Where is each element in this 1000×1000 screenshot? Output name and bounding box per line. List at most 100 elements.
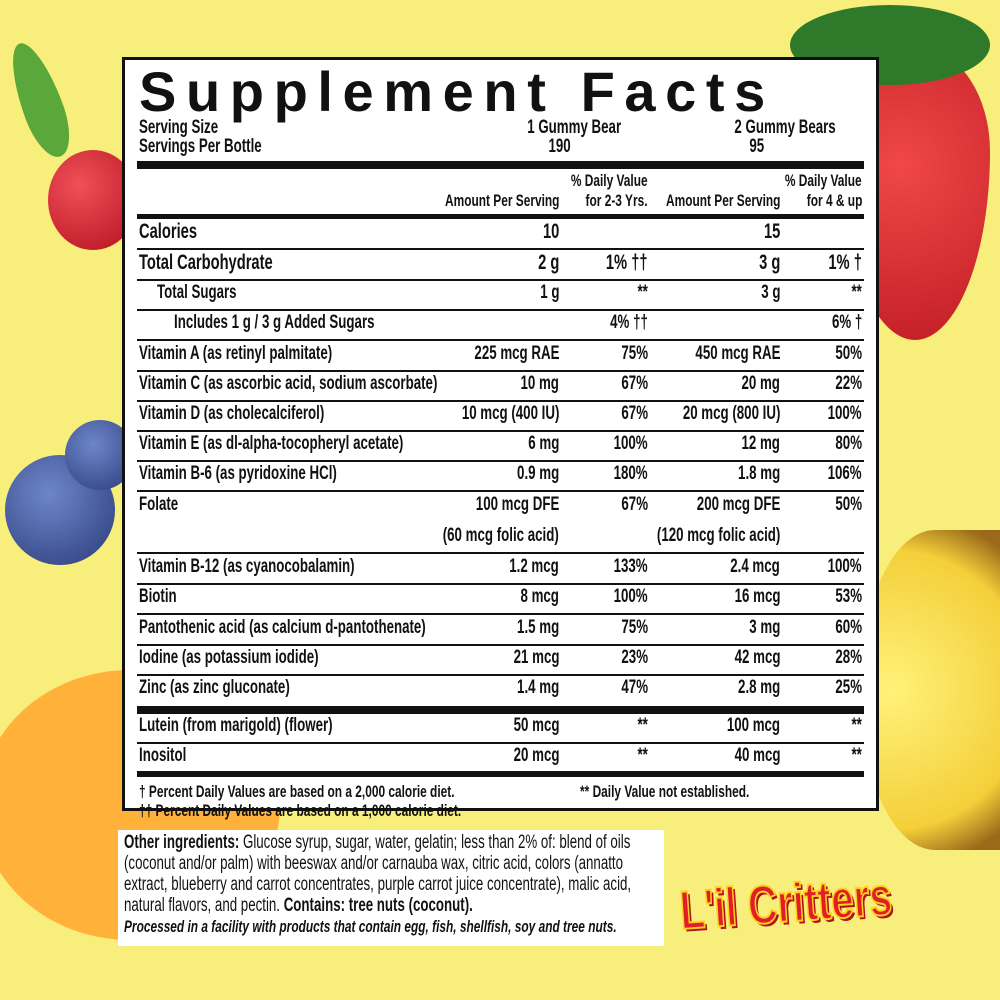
- amount-2: 16 mcg: [734, 586, 780, 607]
- nutrient-name: Vitamin D (as cholecalciferol): [139, 403, 325, 424]
- amount-2: 20 mg: [741, 373, 780, 394]
- daily-value-2: 50%: [835, 343, 862, 364]
- nutrient-name: Vitamin B-12 (as cyanocobalamin): [139, 556, 355, 577]
- amount-2: 2.4 mcg: [730, 556, 780, 577]
- row-divider: [137, 613, 864, 615]
- daily-value-1: 75%: [621, 617, 648, 638]
- amount-2-sub: (120 mcg folic acid): [656, 525, 780, 546]
- amount-1: 1.5 mg: [516, 617, 559, 638]
- footnote-2000: † Percent Daily Values are based on a 2,…: [139, 782, 455, 801]
- row-divider: [137, 339, 864, 341]
- daily-value-1: 23%: [621, 647, 648, 668]
- nutrient-name: Includes 1 g / 3 g Added Sugars: [174, 312, 375, 333]
- daily-value-2: 6% †: [831, 312, 862, 333]
- daily-value-2: 53%: [835, 586, 862, 607]
- amount-header-1: Amount Per Serving: [444, 191, 559, 210]
- serving-size-label: Serving Size: [139, 117, 219, 138]
- amount-2: 2.8 mg: [737, 677, 780, 698]
- row-divider: [137, 430, 864, 432]
- nutrient-name: Folate: [139, 494, 179, 515]
- amount-1: 10 mg: [520, 373, 559, 394]
- nutrient-name: Vitamin E (as dl-alpha-tocopheryl acetat…: [139, 433, 404, 454]
- row-divider: [137, 248, 864, 250]
- lil-critters-logo: L'il Critters: [677, 865, 895, 941]
- daily-value-1: 180%: [613, 463, 648, 484]
- amount-1: 8 mcg: [520, 586, 559, 607]
- facility-statement: Processed in a facility with products th…: [124, 917, 617, 936]
- amount-1: 10: [542, 220, 559, 243]
- amount-1: 2 g: [537, 251, 559, 274]
- amount-1: 0.9 mg: [516, 463, 559, 484]
- daily-value-1: 47%: [621, 677, 648, 698]
- amount-1: 100 mcg DFE: [475, 494, 559, 515]
- row-divider: [137, 370, 864, 372]
- title: Supplement Facts: [139, 60, 775, 123]
- footnote-dv-not-established: ** Daily Value not established.: [580, 782, 750, 801]
- daily-value-2: 25%: [835, 677, 862, 698]
- pineapple-image: [860, 530, 1000, 850]
- amount-2: 12 mg: [741, 433, 780, 454]
- nutrient-name: Pantothenic acid (as calcium d-pantothen…: [139, 617, 426, 638]
- footnote-1000: †† Percent Daily Values are based on a 1…: [139, 801, 462, 820]
- servings-per-bottle-1: 190: [548, 136, 571, 157]
- amount-1: 10 mcg (400 IU): [461, 403, 559, 424]
- nutrient-name: Total Carbohydrate: [139, 251, 273, 274]
- daily-value-2: **: [851, 745, 862, 766]
- nutrient-name: Vitamin B-6 (as pyridoxine HCl): [139, 463, 337, 484]
- daily-value-2: 28%: [835, 647, 862, 668]
- ingredients-text: Glucose syrup, sugar, water, gelatin; le…: [124, 832, 632, 916]
- dv-header-2b: for 4 & up: [806, 191, 862, 210]
- serving-size-2: 2 Gummy Bears: [734, 117, 836, 138]
- amount-1: 225 mcg RAE: [473, 343, 559, 364]
- row-divider: [137, 460, 864, 462]
- amount-1: 6 mg: [527, 433, 559, 454]
- nutrient-name: Inositol: [139, 745, 187, 766]
- daily-value-2: 100%: [827, 403, 862, 424]
- amount-2: 3 mg: [748, 617, 780, 638]
- amount-1: 1 g: [539, 282, 559, 303]
- amount-2: 3 g: [760, 282, 780, 303]
- section-divider: [137, 771, 864, 777]
- daily-value-2: **: [851, 282, 862, 303]
- row-divider: [137, 279, 864, 281]
- amount-2: 450 mcg RAE: [694, 343, 780, 364]
- amount-1-sub: (60 mcg folic acid): [442, 525, 559, 546]
- daily-value-1: 133%: [613, 556, 648, 577]
- cherry-leaf-image: [0, 36, 80, 164]
- dv-header-1b: for 2-3 Yrs.: [586, 191, 648, 210]
- row-divider: [137, 674, 864, 676]
- row-divider: [137, 552, 864, 554]
- nutrient-name: Lutein (from marigold) (flower): [139, 715, 333, 736]
- servings-per-bottle-label: Servings Per Bottle: [139, 136, 262, 157]
- row-divider: [137, 583, 864, 585]
- daily-value-1: 100%: [613, 433, 648, 454]
- daily-value-1: 67%: [621, 494, 648, 515]
- amount-2: 100 mcg: [726, 715, 780, 736]
- serving-size-1: 1 Gummy Bear: [527, 117, 621, 138]
- amount-2: 42 mcg: [734, 647, 780, 668]
- amount-2: 200 mcg DFE: [696, 494, 780, 515]
- daily-value-2: **: [851, 715, 862, 736]
- row-divider: [137, 490, 864, 492]
- amount-2: 3 g: [758, 251, 780, 274]
- daily-value-1: **: [637, 745, 648, 766]
- other-ingredients: Other ingredients: Glucose syrup, sugar,…: [118, 830, 664, 946]
- daily-value-1: 67%: [621, 373, 648, 394]
- nutrient-name: Iodine (as potassium iodide): [139, 647, 319, 668]
- daily-value-1: 67%: [621, 403, 648, 424]
- nutrient-name: Calories: [139, 220, 198, 243]
- amount-2: 20 mcg (800 IU): [682, 403, 780, 424]
- nutrient-name: Zinc (as zinc gluconate): [139, 677, 290, 698]
- daily-value-2: 100%: [827, 556, 862, 577]
- amount-header-2: Amount Per Serving: [665, 191, 780, 210]
- nutrient-name: Total Sugars: [157, 282, 237, 303]
- ingredients-label: Other ingredients:: [124, 832, 240, 853]
- daily-value-2: 60%: [835, 617, 862, 638]
- amount-2: 15: [763, 220, 780, 243]
- servings-per-bottle-2: 95: [749, 136, 764, 157]
- section-divider: [137, 706, 864, 714]
- daily-value-1: 75%: [621, 343, 648, 364]
- daily-value-1: **: [637, 282, 648, 303]
- amount-1: 20 mcg: [513, 745, 559, 766]
- row-divider: [137, 309, 864, 311]
